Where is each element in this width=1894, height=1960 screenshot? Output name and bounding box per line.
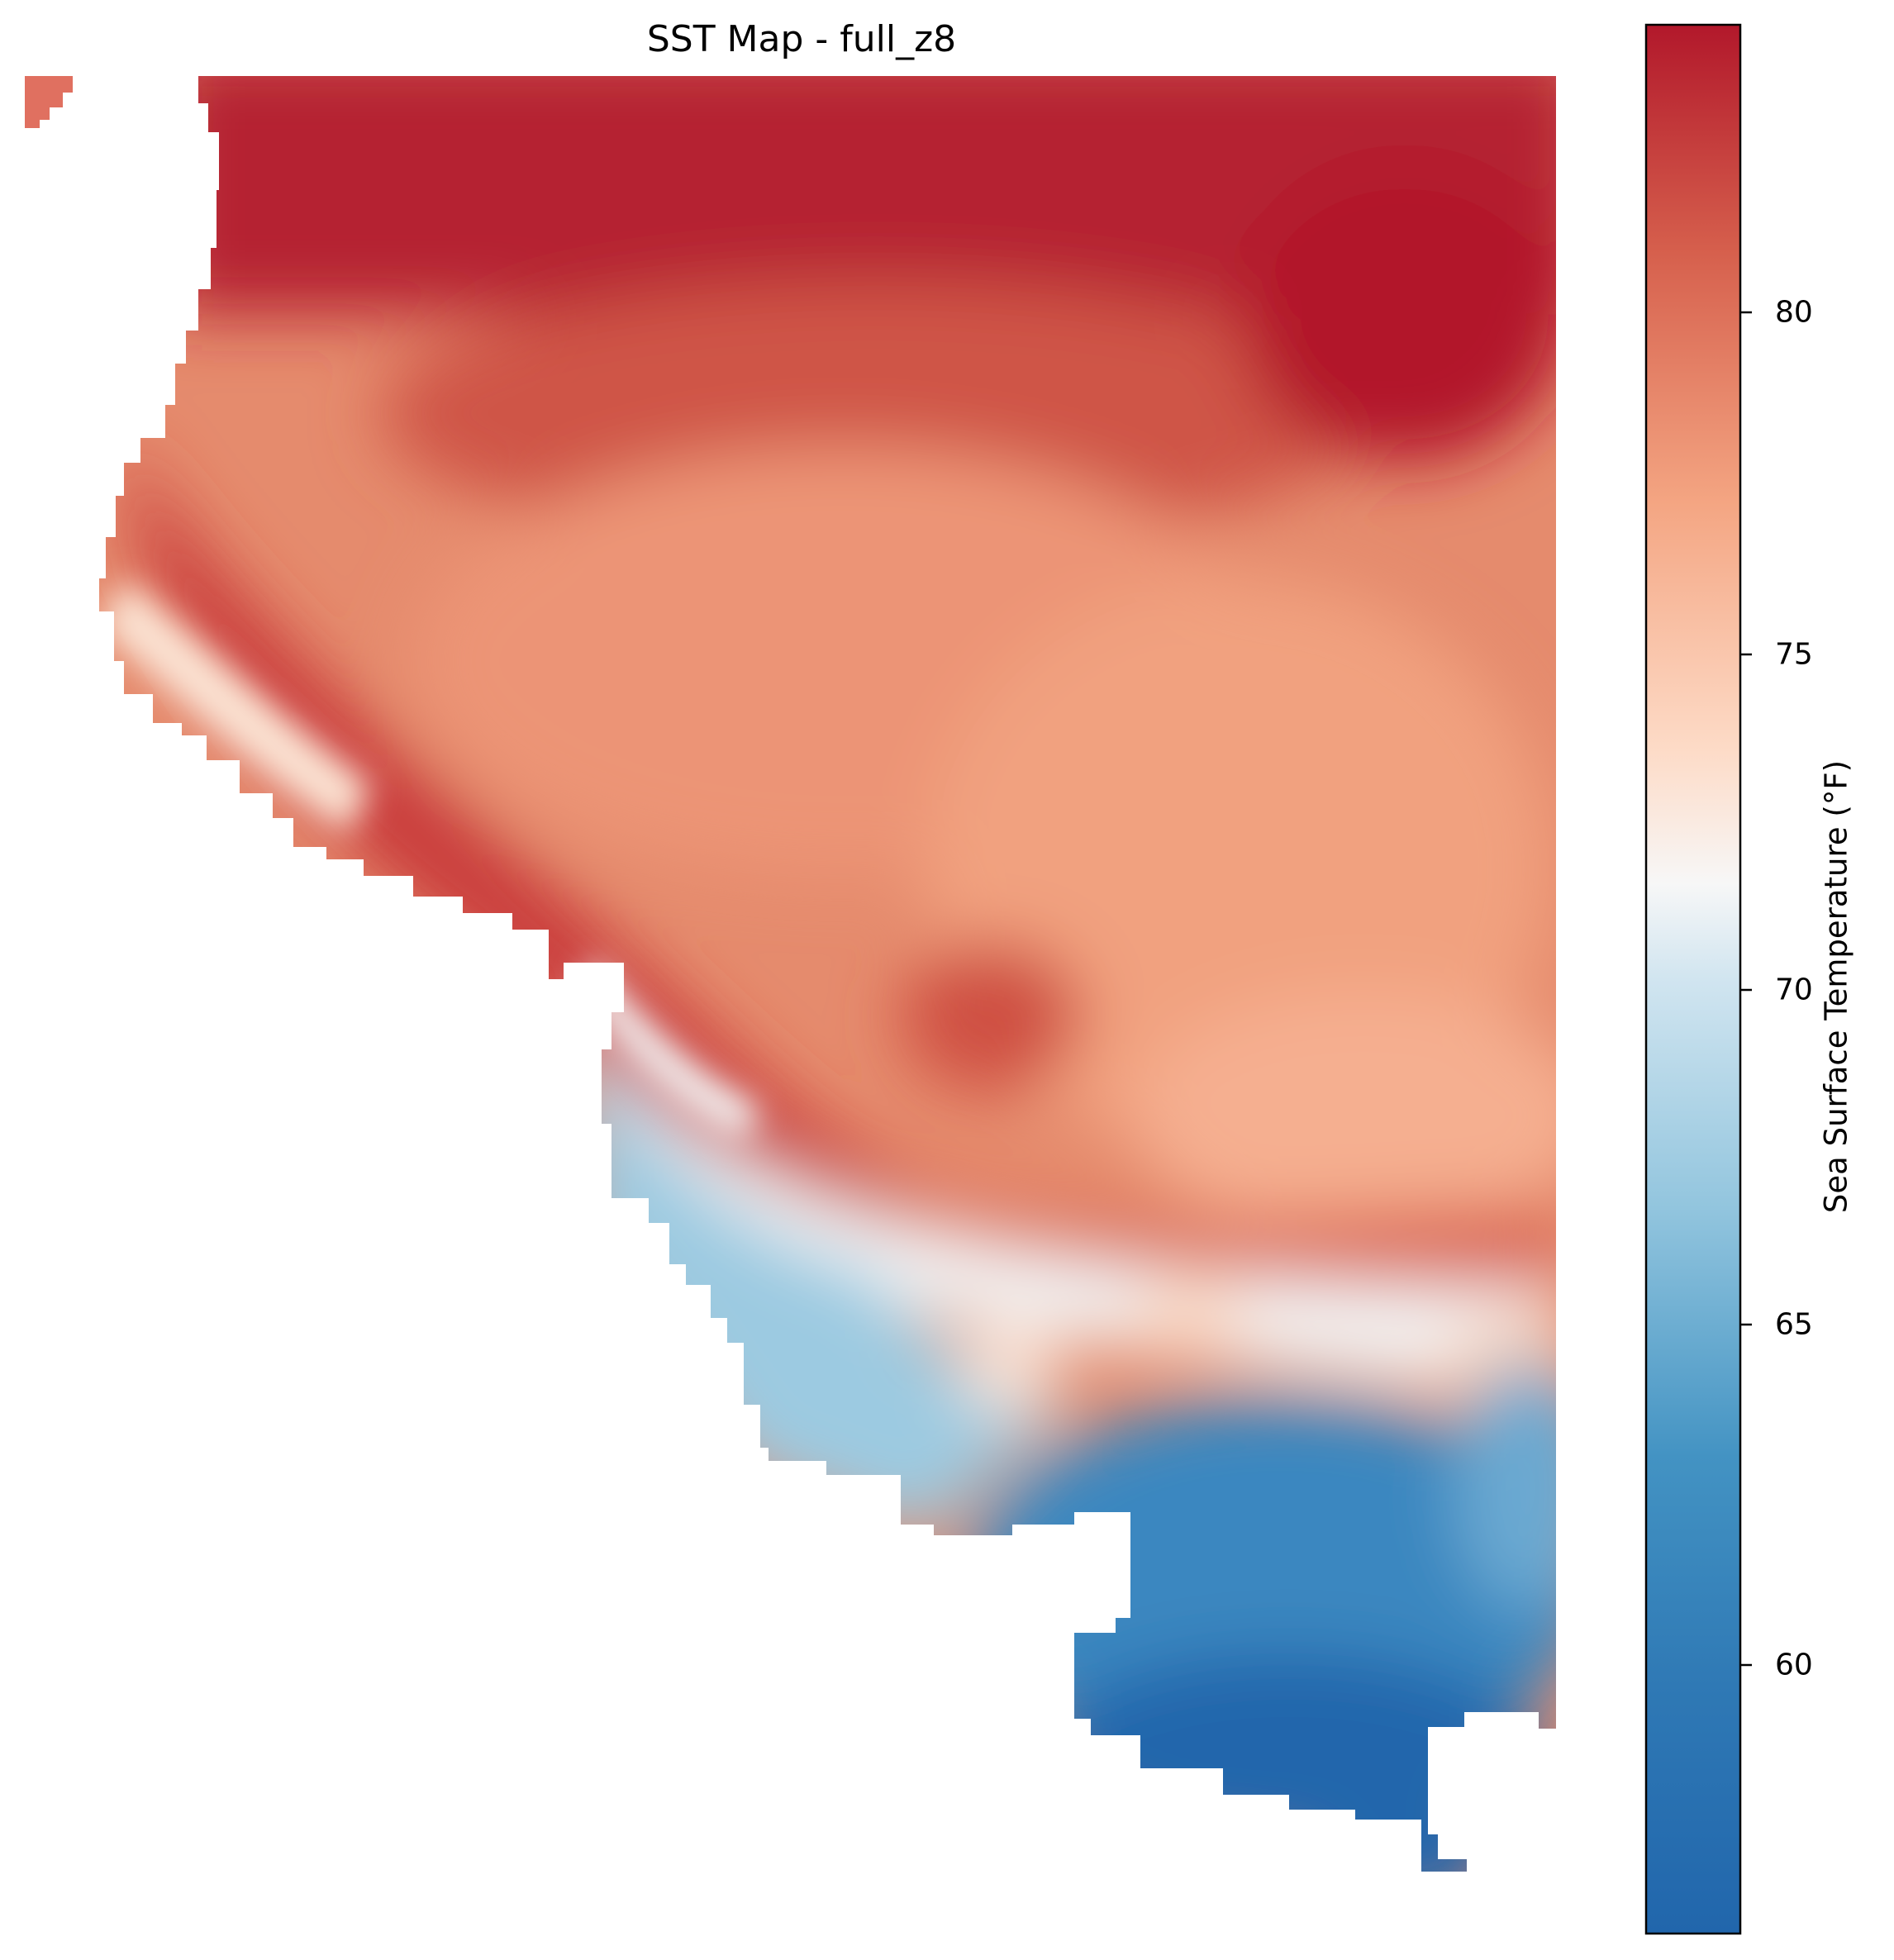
colorbar-tick-label-75: 75 [1775,637,1813,672]
colorbar-tick-label-70: 70 [1775,973,1813,1007]
colorbar-tick-label-65: 65 [1775,1307,1813,1342]
colorbar-tick-label-60: 60 [1775,1648,1813,1682]
chart-title: SST Map - full_z8 [646,18,957,60]
colorbar-label: Sea Surface Temperature (°F) [1818,759,1854,1214]
colorbar-tick-label-80: 80 [1775,295,1813,330]
northwest-patch [25,76,73,128]
sst-field [99,76,1556,1872]
colorbar [1644,23,1752,1935]
